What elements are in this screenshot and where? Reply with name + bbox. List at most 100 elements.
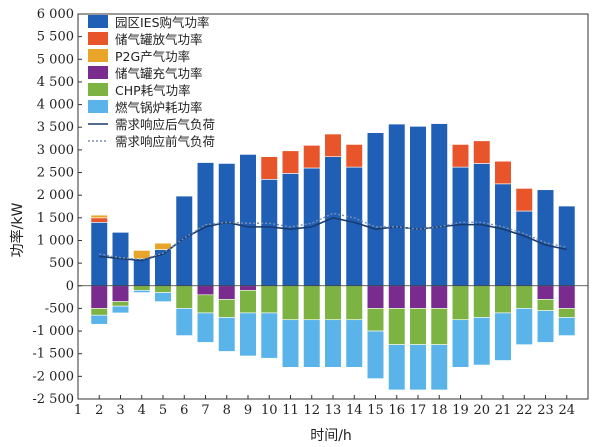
bar-segment [196, 312, 215, 343]
plot-area: 6 000 5 500 5 000 4 500 4 000 3 500 3 000 2 500… [32, 7, 589, 418]
bar-segment [345, 319, 363, 368]
bar-segment [133, 285, 151, 291]
x-tick-label: 10 [261, 403, 278, 418]
bar-segment [218, 299, 236, 318]
legend-label: 园区IES购气功率 [115, 15, 210, 30]
bar-segment [558, 317, 576, 336]
bar-segment [154, 285, 172, 293]
bar-segment [218, 163, 236, 287]
y-tick-label: -1 000 [32, 324, 74, 339]
bar-segment [430, 308, 448, 345]
y-tick-label: 4 500 [37, 75, 74, 90]
bar-segment [133, 289, 151, 293]
legend-swatch [88, 15, 108, 28]
bar-segment [90, 308, 108, 316]
bar-segment [154, 292, 172, 302]
bar-segment [239, 285, 257, 291]
bar-segment [558, 308, 576, 318]
bar-segment [111, 285, 130, 302]
bar-segment [324, 156, 342, 287]
x-tick-label: 24 [558, 403, 575, 418]
legend-label: 储气罐充气功率 [115, 66, 203, 81]
legend-label: 需求响应前气负荷 [115, 134, 215, 149]
bar-segment [409, 126, 427, 287]
bar-segment [90, 217, 108, 223]
bar-segment [409, 344, 427, 391]
bar-segment [281, 150, 300, 174]
bar-segment [90, 214, 108, 219]
bar-segment [324, 319, 342, 368]
y-tick-label: 2 000 [37, 188, 74, 203]
x-tick-label: 18 [431, 403, 448, 418]
x-tick-label: 14 [346, 403, 363, 418]
bar-segment [451, 166, 470, 287]
x-tick-label: 20 [473, 403, 490, 418]
y-tick-label: 4 000 [37, 98, 74, 113]
y-tick-label: 5 500 [37, 30, 74, 45]
bar-segment [111, 305, 130, 314]
bar-segment [303, 319, 321, 368]
y-tick-label: 1 000 [37, 233, 74, 248]
bar-segment [494, 285, 512, 314]
x-tick-label: 21 [495, 403, 512, 418]
x-tick-label: 6 [180, 403, 188, 418]
bar-segment [239, 312, 257, 357]
y-tick-label: 5 000 [37, 52, 74, 67]
bar-segment [239, 289, 257, 314]
y-tick-label: 500 [49, 256, 74, 271]
x-tick-label: 8 [223, 403, 231, 418]
bar-segment [536, 285, 555, 300]
bar-segment [260, 285, 278, 314]
bar-segment [515, 210, 533, 287]
x-tick-label: 2 [95, 403, 103, 418]
x-tick-label: 19 [452, 403, 469, 418]
y-tick-label: 3 500 [37, 120, 74, 135]
legend-label: P2G产气功率 [115, 49, 190, 64]
bar-segment [366, 308, 385, 332]
bar-segment [345, 285, 363, 321]
y-tick-label: -2 500 [32, 392, 74, 407]
bar-segment [388, 285, 406, 309]
bar-segment [388, 344, 406, 391]
bar-segment [260, 179, 278, 287]
bar-segment [515, 285, 533, 309]
x-tick-label: 22 [516, 403, 533, 418]
bar-segment [133, 258, 151, 287]
x-tick-label: 16 [388, 403, 405, 418]
bar-segment [494, 312, 512, 361]
x-tick-label: 23 [537, 403, 554, 418]
x-tick-label: 3 [116, 403, 124, 418]
legend-swatch [88, 83, 108, 96]
legend-swatch [88, 32, 108, 45]
x-tick-label: 15 [367, 403, 384, 418]
legend-label: 储气罐放气功率 [115, 32, 203, 47]
bar-segment [366, 285, 385, 309]
bar-segment [473, 285, 491, 318]
series-line [99, 216, 567, 262]
bar-segment [494, 183, 512, 287]
x-tick-label: 9 [244, 403, 252, 418]
bar-segment [303, 145, 321, 169]
bar-segment [473, 317, 491, 366]
legend-label: 燃气锅炉耗功率 [115, 100, 203, 115]
y-tick-label: 3 000 [37, 143, 74, 158]
bar-segment [388, 123, 406, 287]
bar-segment [388, 308, 406, 345]
bar-segment [515, 308, 533, 345]
bar-segment [196, 285, 215, 296]
x-tick-label: 7 [201, 403, 209, 418]
bar-segment [324, 285, 342, 321]
y-tick-label: -2 000 [32, 369, 74, 384]
bar-segment [111, 301, 130, 307]
bar-segment [196, 294, 215, 314]
bar-segment [451, 144, 470, 168]
x-tick-label: 4 [138, 403, 146, 418]
bar-segment [239, 154, 257, 287]
series-line [99, 212, 567, 261]
bar-segment [451, 285, 470, 321]
bar-segment [409, 285, 427, 309]
bar-segment [536, 310, 555, 343]
y-tick-label: 6 000 [37, 7, 74, 22]
bar-segment [303, 285, 321, 321]
